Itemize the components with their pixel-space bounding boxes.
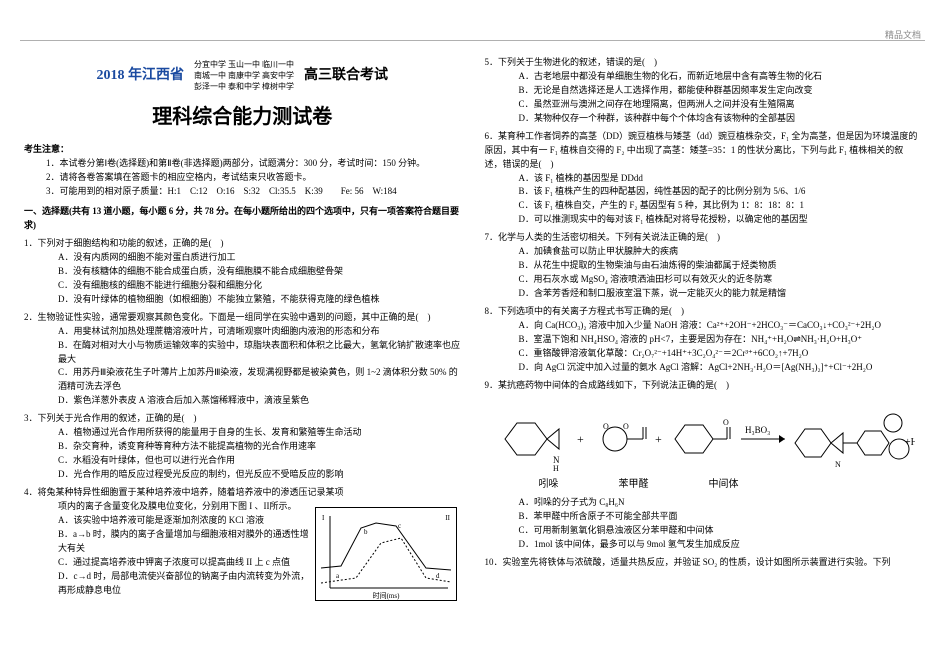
part-heading: 一、选择题(共有 13 道小题，每小题 6 分，共 78 分。在每小题所给出的四… xyxy=(24,205,461,233)
option: C．用苏丹Ⅲ染液花生子叶薄片上加苏丹Ⅲ染液，发现满视野都是被染黄色，则 1~2 … xyxy=(24,366,461,394)
question-stem: 8．下列选项中的有关离子方程式书写正确的是( ) xyxy=(485,305,922,319)
option: D．没有叶绿体的植物细胞（如根细胞）不能独立繁殖，不能获得克隆的绿色植株 xyxy=(24,293,461,307)
option: C．用石灰水或 MgSO₄ 溶液喷洒油田杉可以有效灭火的近冬防寒 xyxy=(485,273,922,287)
label-product: 中间体 xyxy=(709,477,739,493)
option: D．1mol 该中间体，最多可以与 9mol 氢气发生加成反应 xyxy=(485,538,922,552)
option: B．苯甲醛中所含原子不可能全部共平面 xyxy=(485,510,922,524)
svg-text:时间(ms): 时间(ms) xyxy=(372,591,399,600)
option: C．虽然亚洲与澳洲之间存在地理隔离，但两洲人之间并没有生殖隔离 xyxy=(485,98,922,112)
question-stem: 5．下列关于生物进化的叙述，错误的是( ) xyxy=(485,56,922,70)
option: C．重铬酸钾溶液氧化草酸：Cr₂O₇²⁻+14H⁺+3C₂O₄²⁻＝2Cr³⁺+… xyxy=(485,347,922,361)
option: B．杂交育种，诱变育种等育种方法不能提高植物的光合作用速率 xyxy=(24,440,461,454)
svg-text:H₃BO₃: H₃BO₃ xyxy=(745,425,770,435)
svg-text:O: O xyxy=(723,418,729,427)
svg-text:H: H xyxy=(553,464,559,473)
svg-text:O: O xyxy=(603,422,609,431)
exam-year: 2018 年江西省 xyxy=(97,65,185,87)
svg-text:+: + xyxy=(577,432,584,446)
svg-text:I: I xyxy=(322,514,325,522)
option: D．紫色洋葱外表皮 A 溶液合后加入蒸馏稀释液中，滴液呈紫色 xyxy=(24,394,461,408)
svg-text:c: c xyxy=(398,522,401,530)
q4-chart: 时间(ms) I II a b c d xyxy=(315,507,457,601)
option: A．植物通过光合作用所获得的能量用于自身的生长、发育和繁殖等生命活动 xyxy=(24,426,461,440)
option: C．没有细胞核的细胞不能进行细胞分裂和细胞分化 xyxy=(24,279,461,293)
top-rule xyxy=(20,40,925,41)
title-row: 2018 年江西省 分宜中学 玉山一中 临川一中 南城一中 南康中学 高安中学 … xyxy=(24,60,461,92)
school-list: 分宜中学 玉山一中 临川一中 南城一中 南康中学 高安中学 彭泽一中 泰和中学 … xyxy=(194,60,294,92)
svg-text:+H₂O: +H₂O xyxy=(905,437,915,448)
question-stem: 9．某抗癌药物中间体的合成路线如下，下列说法正确的是( ) xyxy=(485,379,922,393)
option: D．光合作用的暗反应过程受光反应的制约，但光反应不受暗反应的影响 xyxy=(24,468,461,482)
option: A．吲哚的分子式为 C₈H₆N xyxy=(485,496,922,510)
scheme-labels: 吲哚 苯甲醛 中间体 xyxy=(495,477,922,493)
exam-tail: 高三联合考试 xyxy=(304,65,388,87)
question-stem: 6．某育种工作者饲养的高茎（DD）豌豆植株与矮茎（dd）豌豆植株杂交，F₁ 全为… xyxy=(485,130,922,172)
option: B．无论是自然选择还是人工选择作用，都能使种群基因频率发生定向改变 xyxy=(485,84,922,98)
option: A．没有内质网的细胞不能对蛋白质进行加工 xyxy=(24,251,461,265)
option: A．用斐林试剂加热处理蔗糖溶液叶片，可清晰观察叶肉细胞内液泡的形态和分布 xyxy=(24,325,461,339)
option: B．从花生中提取的生物柴油与由石油炼得的柴油都属于烃类物质 xyxy=(485,259,922,273)
svg-text:+: + xyxy=(655,432,662,446)
question-stem: 3．下列关于光合作用的叙述，正确的是( ) xyxy=(24,412,461,426)
svg-text:a: a xyxy=(336,572,340,580)
notice-line: 1．本试卷分第Ⅰ卷(选择题)和第Ⅱ卷(非选择题)两部分，试题满分：300 分，考… xyxy=(24,157,461,171)
option: C．可用新制氢氧化铜悬浊液区分苯甲醛和中间体 xyxy=(485,524,922,538)
schools-line: 彭泽一中 泰和中学 樟树中学 xyxy=(194,82,294,91)
notice-line: 3．可能用到的相对原子质量：H:1 C:12 O:16 S:32 Cl:35.5… xyxy=(24,185,461,199)
svg-text:N: N xyxy=(835,460,841,469)
option: B．没有核糖体的细胞不能合成蛋白质，没有细胞膜不能合成细胞壁骨架 xyxy=(24,265,461,279)
option: B．在酶对相对大小与物质运输效率的实验中，琼脂块表面积和体积之比最大，氢氧化钠扩… xyxy=(24,339,461,367)
option: D．含苯芳香烃和制口服液室温下蒸，说一定能灭火的能力就是精馏 xyxy=(485,287,922,301)
svg-text:II: II xyxy=(445,514,450,522)
question-stem: 2．生物验证性实验，通常要观察其颜色变化。下面是一组同学在实验中遇到的问题，其中… xyxy=(24,311,461,325)
question-4: 4．将兔某种特异性细胞置于某种培养液中培养，随着培养液中的渗透压记录某项 项内的… xyxy=(24,486,461,598)
option: A．向 Ca(HCO₃)₂ 溶液中加入少量 NaOH 溶液：Ca²⁺+2OH⁻+… xyxy=(485,319,922,333)
option: C．水稻没有叶绿体，但也可以进行光合作用 xyxy=(24,454,461,468)
schools-line: 南城一中 南康中学 高安中学 xyxy=(194,71,294,80)
option: A．加碘食盐可以防止甲状腺肿大的疾病 xyxy=(485,245,922,259)
question-stem: 1．下列对于细胞结构和功能的叙述，正确的是( ) xyxy=(24,237,461,251)
option: D．可以推测现实中的每对该 F₁ 植株配对将导花授粉，以确定他的基因型 xyxy=(485,213,922,227)
option: D．某物种仅存一个种群，该种群中每个个体均含有该物种的全部基因 xyxy=(485,112,922,126)
svg-text:b: b xyxy=(364,528,368,536)
notice-line: 2．请将各卷答案填在答题卡的相应空格内，考试结束只收答题卡。 xyxy=(24,171,461,185)
option: B．该 F₁ 植株产生的四种配基因，纯性基因的配子的比例分别为 5/6、1/6 xyxy=(485,185,922,199)
reaction-scheme: N H + O O + O H₃BO₃ xyxy=(495,399,922,493)
question-stem: 4．将兔某种特异性细胞置于某种培养液中培养，随着培养液中的渗透压记录某项 xyxy=(24,486,461,500)
option: C．该 F₁ 植株自交，产生的 F₂ 基因型有 5 种，其比例为 1：8：18：… xyxy=(485,199,922,213)
right-column: 5．下列关于生物进化的叙述，错误的是( ) A．古老地层中都没有单细胞生物的化石… xyxy=(485,52,922,643)
notice-title: 考生注意： xyxy=(24,143,461,157)
svg-text:O: O xyxy=(623,422,629,431)
schools-line: 分宜中学 玉山一中 临川一中 xyxy=(194,60,294,69)
option: D．向 AgCl 沉淀中加入过量的氨水 AgCl 溶解：AgCl+2NH₃·H₂… xyxy=(485,361,922,375)
label-indole: 吲哚 xyxy=(539,477,559,493)
option: A．古老地层中都没有单细胞生物的化石，而新近地层中含有高等生物的化石 xyxy=(485,70,922,84)
option: B．室温下饱和 NH₄HSO₄ 溶液的 pH<7，主要是因为存在：NH₄⁺+H₂… xyxy=(485,333,922,347)
left-column: 2018 年江西省 分宜中学 玉山一中 临川一中 南城一中 南康中学 高安中学 … xyxy=(24,52,461,643)
question-stem: 10．实验室先将铁体与浓硫酸，适量共热反应，并验证 SO₂ 的性质，设计如图所示… xyxy=(485,556,922,570)
label-benz: 苯甲醛 xyxy=(619,477,649,493)
svg-text:d: d xyxy=(436,572,440,580)
question-stem: 7．化学与人类的生活密切相关。下列有关说法正确的是( ) xyxy=(485,231,922,245)
paper-title: 理科综合能力测试卷 xyxy=(24,102,461,133)
option: A．该 F₁ 植株的基因型是 DDdd xyxy=(485,172,922,186)
